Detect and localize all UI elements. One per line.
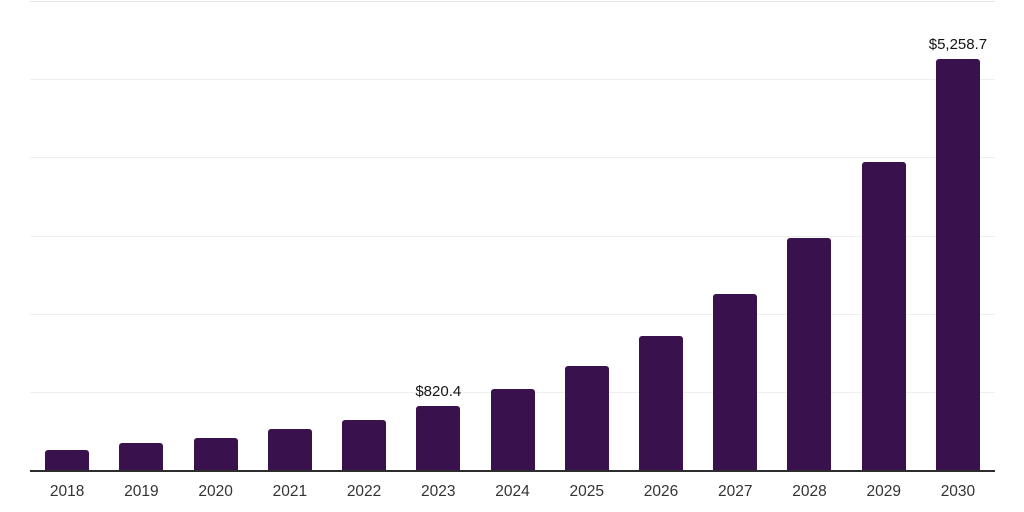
- bar-2026: [638, 335, 683, 470]
- bars-container: $820.4 $5,258.7: [30, 1, 995, 470]
- bar-slot-2030: $5,258.7: [921, 1, 995, 470]
- x-tick-label-2018: 2018: [49, 483, 85, 500]
- x-tick-label-2021: 2021: [272, 483, 308, 500]
- bar-slot-2026: [624, 1, 698, 470]
- bar-slot-2018: [30, 1, 104, 470]
- bar-2018: [45, 450, 90, 470]
- bar-slot-2022: [327, 1, 401, 470]
- bar-2028: [787, 238, 832, 470]
- bar-2023: [416, 405, 461, 470]
- x-tick-label-2020: 2020: [198, 483, 233, 500]
- value-label-2023: $820.4: [415, 382, 462, 400]
- bar-2029: [861, 162, 906, 470]
- bar-2022: [342, 419, 387, 470]
- bar-slot-2027: [698, 1, 772, 470]
- gridline-4000: [30, 157, 995, 159]
- bar-slot-2024: [475, 1, 549, 470]
- plot-area: $820.4 $5,258.7: [30, 1, 995, 472]
- bar-2020: [193, 437, 238, 470]
- bar-slot-2025: [550, 1, 624, 470]
- bar-slot-2029: [847, 1, 921, 470]
- gridline-2000: [30, 313, 995, 315]
- bar-slot-2028: [772, 1, 846, 470]
- gridline-3000: [30, 235, 995, 237]
- x-tick-label-2030: 2030: [940, 483, 976, 500]
- bar-slot-2019: [104, 1, 178, 470]
- x-tick-label-2019: 2019: [124, 483, 159, 500]
- x-axis-line: [30, 470, 995, 472]
- bar-2025: [564, 366, 609, 470]
- x-tick-label-2027: 2027: [717, 483, 753, 500]
- bar-slot-2020: [178, 1, 252, 470]
- gridline-6000: [30, 1, 995, 2]
- bar-slot-2021: [253, 1, 327, 470]
- x-tick-label-2029: 2029: [866, 483, 901, 500]
- bar-2024: [490, 388, 535, 470]
- bar-2021: [267, 428, 312, 470]
- x-tick-label-2024: 2024: [495, 483, 530, 500]
- x-tick-label-2025: 2025: [569, 483, 604, 500]
- bar-2030: [935, 58, 980, 470]
- x-tick-label-2028: 2028: [792, 483, 827, 500]
- bar-2027: [713, 293, 758, 470]
- gridline-5000: [30, 79, 995, 81]
- bar-slot-2023: $820.4: [401, 1, 475, 470]
- x-tick-label-2022: 2022: [346, 483, 382, 500]
- x-axis-labels: 2018 2019 2020 2021 2022 2023 2024 2025 2026 2027…: [30, 482, 995, 504]
- x-tick-label-2026: 2026: [643, 483, 679, 500]
- bar-2019: [119, 443, 164, 470]
- value-label-2030: $5,258.7: [928, 35, 988, 53]
- x-tick-label-2023: 2023: [421, 483, 456, 500]
